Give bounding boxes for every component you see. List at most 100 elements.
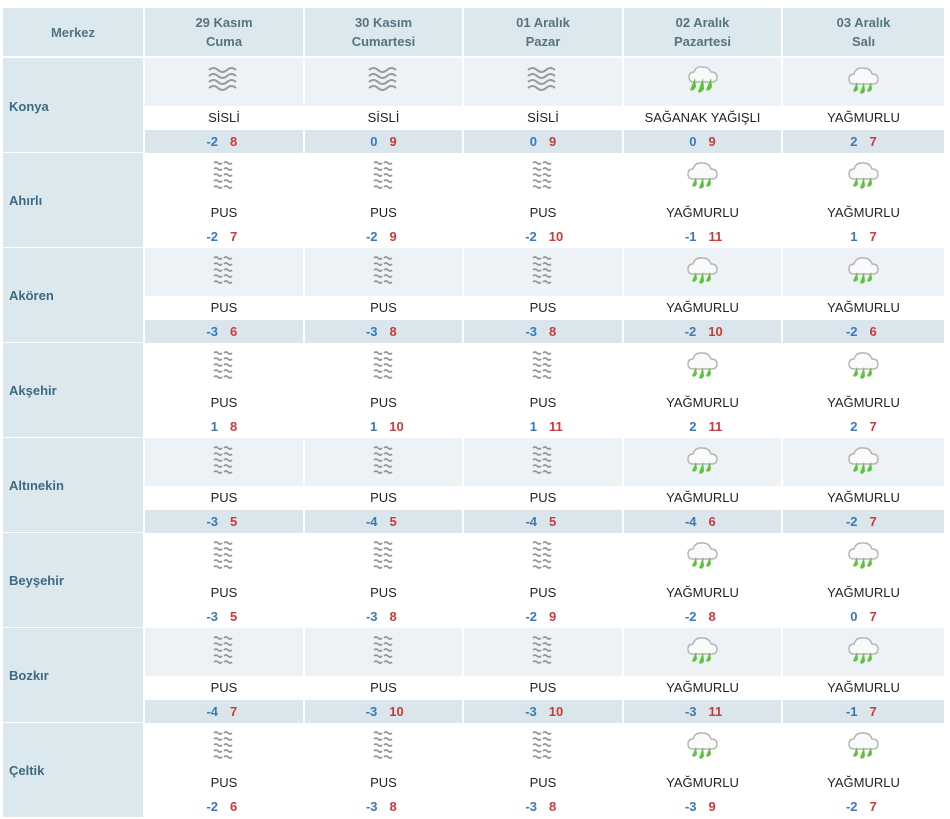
max-temp: 10	[708, 324, 723, 339]
min-temp: -2	[206, 134, 218, 149]
max-temp: 10	[548, 229, 564, 244]
min-temp: -4	[684, 514, 697, 529]
forecast-cell: SAĞANAK YAĞIŞLI 0 9	[624, 58, 781, 153]
city-name[interactable]: Ahırlı	[9, 193, 43, 208]
temperature-range: -2 10	[464, 225, 622, 248]
forecast-cell: PUS -2 9	[305, 153, 462, 248]
forecast-cell: PUS -2 7	[145, 153, 303, 248]
max-temp: 5	[549, 514, 557, 529]
day-date: 02 Aralık	[675, 15, 730, 30]
rain-icon	[783, 533, 944, 581]
city-name[interactable]: Altınekin	[9, 478, 64, 493]
day-header-2: 01 Aralık Pazar	[464, 8, 622, 56]
temperature-range: -3 9	[624, 795, 781, 818]
city-name[interactable]: Konya	[9, 99, 49, 114]
city-name[interactable]: Akşehir	[9, 383, 57, 398]
temperature-range: -3 5	[145, 605, 303, 628]
condition-label: PUS	[145, 201, 303, 225]
forecast-cell: PUS -3 8	[305, 533, 462, 628]
min-temp: -3	[365, 324, 378, 339]
min-temp: 0	[689, 134, 697, 149]
forecast-cell: YAĞMURLU 2 7	[783, 343, 944, 438]
max-temp: 7	[869, 704, 877, 719]
mist-icon	[464, 438, 622, 486]
max-temp: 11	[708, 704, 723, 719]
city-row: Beyşehir PUS -3 5 PUS -3 8 PUS -2 9 YAĞMURLU -2 8 YAĞ…	[3, 533, 944, 628]
condition-label: PUS	[464, 201, 622, 225]
condition-label: YAĞMURLU	[624, 296, 781, 320]
min-temp: -1	[845, 704, 858, 719]
min-temp: -3	[525, 324, 537, 339]
temperature-range: -2 7	[145, 225, 303, 248]
forecast-cell: YAĞMURLU 2 7	[783, 58, 944, 153]
forecast-cell: PUS -3 8	[305, 248, 462, 343]
condition-label: PUS	[145, 581, 303, 605]
city-name[interactable]: Bozkır	[9, 668, 49, 683]
rain-icon	[624, 153, 781, 201]
max-temp: 11	[708, 229, 723, 244]
mist-icon	[305, 343, 462, 391]
max-temp: 9	[549, 609, 557, 624]
fog-icon	[145, 58, 303, 106]
mist-icon	[145, 438, 303, 486]
max-temp: 7	[869, 419, 877, 434]
condition-label: PUS	[305, 486, 462, 510]
city-row: Altınekin PUS -3 5 PUS -4 5 PUS -4 5 YAĞMURLU -4 6 YA…	[3, 438, 944, 533]
max-temp: 5	[389, 514, 397, 529]
city-cell: Beyşehir	[3, 533, 143, 627]
min-temp: -4	[525, 514, 537, 529]
merkez-header: Merkez	[3, 8, 143, 56]
min-temp: -1	[684, 229, 697, 244]
min-temp: -3	[525, 799, 537, 814]
min-temp: -3	[684, 799, 697, 814]
max-temp: 8	[389, 799, 397, 814]
condition-label: PUS	[305, 296, 462, 320]
forecast-cell: PUS -3 10	[305, 628, 462, 723]
mist-icon	[464, 723, 622, 771]
city-name[interactable]: Çeltik	[9, 763, 45, 778]
forecast-cell: YAĞMURLU -3 11	[624, 628, 781, 723]
temperature-range: -2 6	[145, 795, 303, 818]
mist-icon	[464, 153, 622, 201]
min-temp: 1	[370, 419, 378, 434]
condition-label: PUS	[145, 296, 303, 320]
condition-label: PUS	[305, 581, 462, 605]
rain-icon	[624, 533, 781, 581]
condition-label: YAĞMURLU	[624, 581, 781, 605]
city-name[interactable]: Akören	[9, 288, 54, 303]
forecast-cell: YAĞMURLU -2 7	[783, 723, 944, 818]
day-weekday: Pazartesi	[673, 34, 732, 49]
forecast-cell: PUS -2 9	[464, 533, 622, 628]
mist-icon	[305, 723, 462, 771]
condition-label: PUS	[145, 676, 303, 700]
city-row: Konya SİSLİ -2 8 SİSLİ 0 9 SİSLİ 0 9 SAĞANAK YAĞIŞ…	[3, 58, 944, 153]
forecast-cell: PUS -4 7	[145, 628, 303, 723]
city-name[interactable]: Beyşehir	[9, 573, 64, 588]
mist-icon	[305, 153, 462, 201]
forecast-cell: PUS -3 6	[145, 248, 303, 343]
forecast-cell: YAĞMURLU 2 11	[624, 343, 781, 438]
temperature-range: -2 8	[624, 605, 781, 628]
forecast-cell: YAĞMURLU -2 7	[783, 438, 944, 533]
min-temp: -3	[206, 514, 218, 529]
temperature-range: -2 9	[305, 225, 462, 248]
day-header-4: 03 Aralık Salı	[783, 8, 944, 56]
max-temp: 8	[708, 609, 716, 624]
max-temp: 10	[389, 704, 404, 719]
day-weekday: Salı	[851, 34, 876, 49]
forecast-cell: YAĞMURLU -2 6	[783, 248, 944, 343]
temperature-range: -2 10	[624, 320, 781, 343]
min-temp: 1	[850, 229, 858, 244]
min-temp: 1	[210, 419, 218, 434]
min-temp: -2	[206, 229, 218, 244]
max-temp: 7	[869, 609, 877, 624]
merkez-label: Merkez	[50, 24, 96, 40]
min-temp: 2	[850, 134, 858, 149]
day-header-3: 02 Aralık Pazartesi	[624, 8, 781, 56]
city-cell: Çeltik	[3, 723, 143, 817]
condition-label: SAĞANAK YAĞIŞLI	[624, 106, 781, 130]
forecast-cell: YAĞMURLU -2 8	[624, 533, 781, 628]
forecast-cell: PUS -3 8	[464, 723, 622, 818]
